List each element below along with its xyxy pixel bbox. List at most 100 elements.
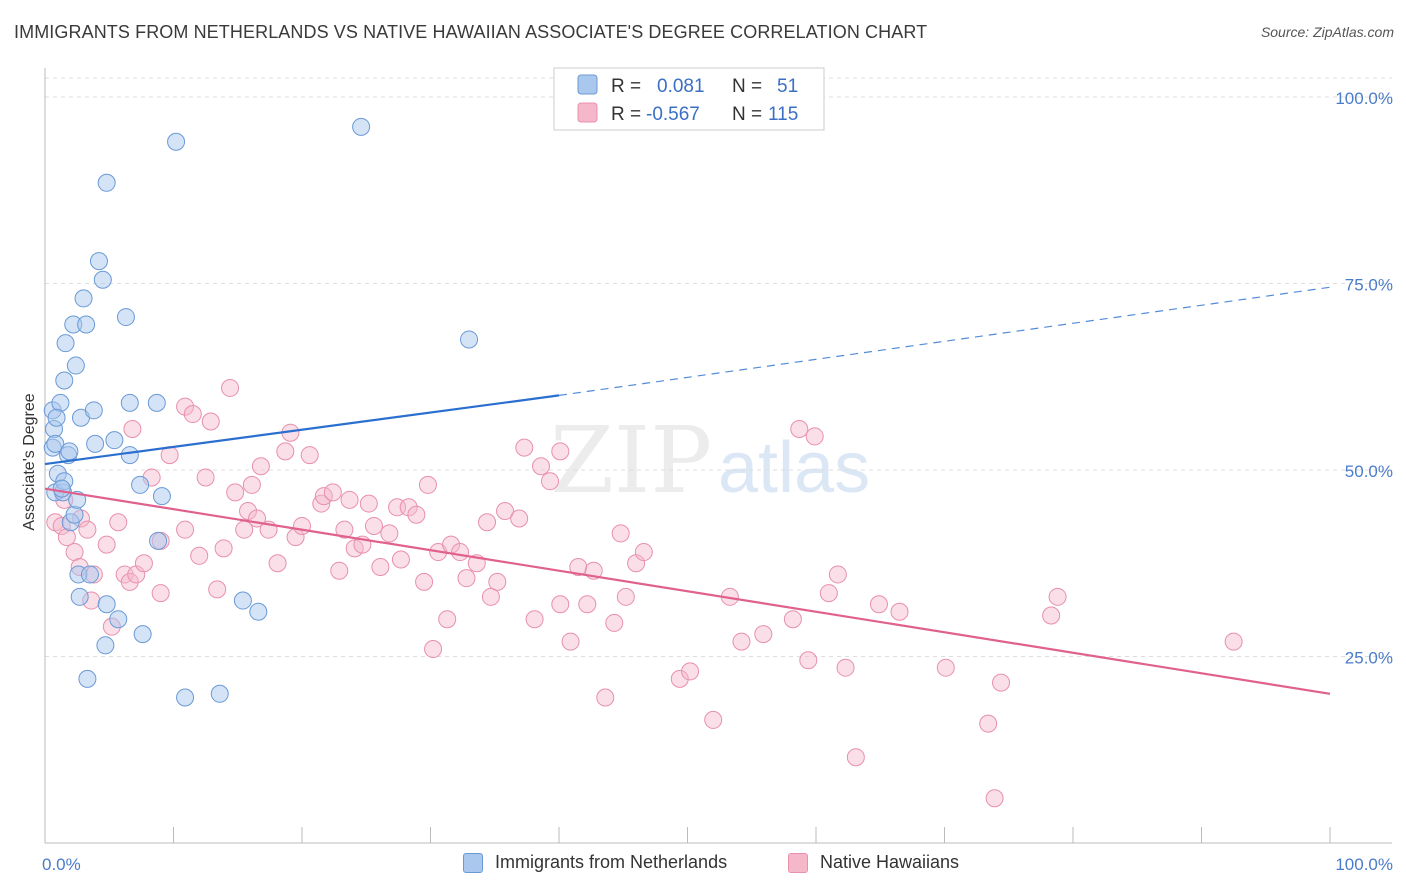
blue-point-40	[149, 531, 168, 550]
y-axis-label: Associate's Degree	[21, 393, 38, 530]
pink-point-67	[457, 569, 476, 588]
y-tick-label-100: 100.0%	[1335, 89, 1393, 108]
pink-point-90	[670, 669, 689, 688]
pink-point-96	[783, 610, 802, 629]
blue-point-19	[70, 587, 89, 606]
pink-point-29	[214, 539, 233, 558]
x-tick-label-100: 100.0%	[1335, 855, 1393, 874]
legend-r-label-pink: R =	[611, 104, 641, 125]
pink-point-80	[561, 632, 580, 651]
pink-point-39	[276, 442, 295, 461]
pink-point-42	[293, 516, 311, 535]
pink-point-34	[242, 475, 261, 494]
pink-point-45	[314, 487, 333, 506]
watermark-zip: ZIP	[550, 407, 712, 514]
pink-point-52	[359, 494, 378, 513]
pink-point-73	[510, 509, 529, 528]
blue-point-23	[78, 669, 97, 688]
legend-swatch-blue	[577, 74, 598, 95]
pink-point-23	[176, 520, 195, 539]
pink-point-66	[451, 543, 470, 562]
top-legend: R = 0.081 N = 51 R = -0.567 N = 115	[553, 67, 825, 131]
pink-point-44	[312, 494, 331, 513]
netherlands-trend-line	[44, 394, 560, 466]
blue-point-9	[55, 371, 74, 390]
pink-point-105	[979, 714, 998, 733]
pink-point-36	[251, 457, 270, 476]
pink-point-24	[183, 405, 202, 424]
y-tick-label-75: 75.0%	[1345, 276, 1393, 295]
blue-point-22	[77, 315, 96, 334]
pink-point-27	[201, 412, 220, 431]
pink-point-91	[681, 662, 700, 681]
pink-point-76	[532, 457, 551, 476]
pink-point-72	[496, 502, 515, 521]
legend-swatch-netherlands	[463, 852, 483, 873]
blue-point-31	[97, 595, 116, 614]
pink-point-71	[488, 572, 507, 591]
pink-point-103	[890, 602, 909, 621]
top-legend-box	[553, 67, 825, 131]
blue-point-50	[52, 479, 71, 498]
trend-lines	[44, 286, 1331, 695]
pink-point-20	[151, 584, 170, 603]
blue-point-29	[96, 636, 115, 655]
watermark: ZIP atlas	[550, 407, 870, 514]
pink-point-82	[578, 595, 597, 614]
legend-swatch-pink	[577, 102, 598, 123]
pink-point-15	[123, 419, 142, 438]
blue-point-42	[167, 132, 186, 151]
blue-point-26	[86, 434, 105, 453]
blue-point-39	[147, 393, 166, 412]
tick-labels: 25.0% 50.0% 75.0% 100.0% 0.0% 100.0%	[42, 89, 1393, 874]
pink-point-31	[226, 483, 245, 502]
blue-point-6	[51, 393, 70, 412]
pink-point-61	[418, 475, 437, 494]
pink-point-109	[1048, 587, 1067, 606]
blue-point-21	[74, 289, 93, 308]
pink-point-94	[732, 632, 751, 651]
pink-point-107	[985, 789, 1004, 808]
native-hawaiians-trend-line	[44, 487, 1331, 695]
pink-point-86	[611, 524, 630, 543]
blue-point-41	[152, 487, 171, 506]
pink-point-53	[364, 516, 383, 535]
blue-point-12	[60, 442, 79, 461]
netherlands-points	[43, 117, 479, 707]
legend-n-value-blue: 51	[777, 76, 798, 97]
pink-point-70	[481, 587, 500, 606]
pink-point-100	[828, 565, 847, 584]
pink-point-101	[836, 658, 855, 677]
legend-n-value-pink: 115	[768, 104, 798, 125]
pink-point-77	[541, 472, 560, 491]
blue-point-28	[93, 270, 112, 289]
pink-point-74	[515, 438, 534, 457]
blue-point-44	[210, 684, 229, 703]
legend-swatch-native-hawaiians	[788, 852, 808, 873]
blue-point-37	[131, 475, 150, 494]
pink-point-92	[704, 710, 723, 729]
blue-point-33	[109, 610, 128, 629]
pink-point-104	[936, 658, 955, 677]
native-hawaiians-points	[46, 378, 1243, 808]
blue-point-35	[120, 393, 139, 412]
pink-point-22	[176, 397, 195, 416]
pink-point-108	[1042, 606, 1061, 625]
blue-point-38	[133, 625, 152, 644]
pink-point-3	[57, 528, 76, 547]
y-tick-label-50: 50.0%	[1345, 462, 1393, 481]
legend-item-native-hawaiians: Native Hawaiians	[788, 852, 959, 873]
legend-n-label-pink: N =	[732, 104, 762, 125]
pink-point-87	[616, 587, 635, 606]
pink-point-47	[330, 561, 349, 580]
legend-r-value-pink: -0.567	[646, 104, 700, 125]
pink-point-78	[551, 442, 570, 461]
legend-n-label-blue: N =	[732, 76, 762, 97]
blue-point-25	[84, 401, 103, 420]
blue-point-30	[97, 173, 116, 192]
pink-point-28	[208, 580, 227, 599]
blue-point-32	[105, 431, 124, 450]
pink-point-4	[65, 543, 84, 562]
pink-point-58	[399, 498, 418, 517]
pink-point-49	[340, 490, 359, 509]
